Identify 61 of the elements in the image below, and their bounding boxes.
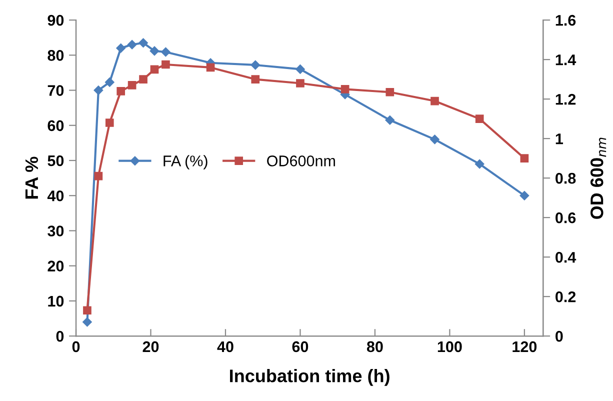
point — [250, 60, 260, 70]
point — [520, 190, 530, 200]
y2-tick-label: 0 — [556, 330, 563, 342]
x-tick-label: 60 — [292, 341, 308, 352]
point — [206, 63, 215, 72]
x-axis-title: Incubation time (h) — [230, 369, 390, 386]
x-tick-label: 0 — [72, 341, 80, 352]
y-tick-label: 0 — [56, 330, 64, 342]
y-tick-label: 10 — [48, 296, 64, 307]
point — [127, 40, 137, 50]
point — [296, 64, 305, 74]
point — [385, 115, 395, 125]
y2-tick-label: 1.6 — [556, 14, 576, 26]
legend-label: FA (%) — [164, 155, 208, 170]
x-tick-label: 40 — [217, 341, 234, 352]
y-tick-label: 70 — [48, 85, 64, 96]
point — [296, 79, 304, 88]
y-tick-label: 80 — [48, 50, 64, 61]
y2-axis-title: OD 600$_{nm}$ — [590, 138, 606, 219]
point — [116, 86, 126, 96]
point — [94, 86, 104, 95]
point — [138, 38, 148, 48]
y-tick-label: 90 — [48, 14, 64, 26]
point — [474, 159, 484, 169]
y-tick-label: 30 — [48, 226, 64, 236]
y-tick-label: 40 — [47, 190, 64, 202]
point — [150, 46, 160, 56]
x-tick-label: 120 — [512, 341, 537, 352]
y2-tick-label: 0.2 — [556, 291, 576, 302]
point — [430, 96, 439, 106]
point — [116, 44, 126, 53]
point — [83, 306, 92, 315]
point — [105, 78, 114, 87]
point — [340, 85, 350, 94]
point — [82, 317, 92, 327]
legend-label: OD600nm — [267, 156, 335, 166]
y2-tick-label: 0.6 — [556, 212, 576, 224]
point — [105, 118, 114, 127]
point — [128, 81, 136, 90]
y-tick-label: 50 — [48, 155, 64, 166]
y2-tick-label: 0.4 — [556, 252, 576, 263]
point — [94, 172, 103, 180]
y-tick-label: 60 — [48, 120, 64, 132]
y2-tick-label: 1 — [556, 134, 563, 144]
y2-tick-label: 1.2 — [556, 94, 576, 105]
y-tick-label: 20 — [48, 260, 64, 272]
x-tick-label: 80 — [366, 341, 383, 352]
y2-tick-label: 1.4 — [556, 54, 576, 66]
point — [386, 88, 394, 96]
point — [162, 60, 170, 69]
point — [150, 65, 159, 74]
point — [475, 114, 484, 123]
point — [139, 75, 148, 84]
point — [430, 134, 440, 144]
point — [520, 154, 529, 162]
x-tick-label: 20 — [142, 341, 159, 352]
point — [251, 75, 260, 84]
y2-tick-label: 0.8 — [556, 172, 576, 184]
x-tick-label: 100 — [438, 341, 462, 352]
y-axis-title: FA % — [25, 156, 38, 199]
point — [161, 47, 170, 57]
